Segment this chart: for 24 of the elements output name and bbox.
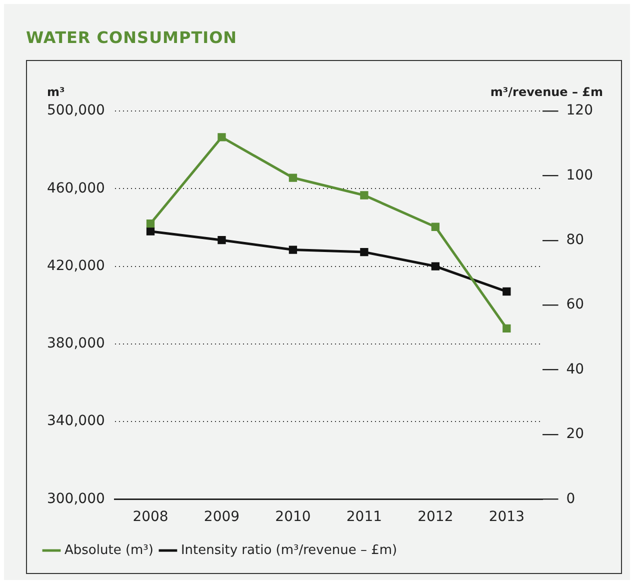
y2-axis-title: m³/revenue – £m — [490, 85, 603, 100]
y2-tick-label: 60 — [566, 296, 584, 313]
y-axis-title: m³ — [47, 85, 65, 100]
x-tick-label: 2010 — [275, 509, 311, 526]
x-tick-label: 2011 — [346, 509, 382, 526]
legend-label: Absolute (m³) — [64, 542, 154, 558]
y2-tick-label: 0 — [566, 490, 576, 507]
y2-tick-label: 80 — [566, 232, 584, 248]
y-tick-label: 460,000 — [46, 180, 105, 196]
x-tick-label: 2013 — [488, 509, 524, 526]
x-tick-label: 2012 — [418, 509, 454, 526]
x-tick-label: 2009 — [204, 509, 240, 526]
y-tick-label: 420,000 — [46, 258, 105, 274]
chart-title: WATER CONSUMPTION — [26, 28, 238, 47]
y-tick-label: 300,000 — [46, 490, 105, 507]
y2-tick-label: 20 — [566, 426, 584, 442]
legend-label: Intensity ratio (m³/revenue – £m) — [180, 542, 398, 558]
y2-tick-label: 100 — [566, 167, 594, 184]
x-tick-label: 2008 — [132, 509, 168, 526]
y2-tick-label: 40 — [566, 361, 584, 378]
y-tick-label: 500,000 — [46, 102, 105, 119]
y-tick-label: 340,000 — [46, 413, 105, 430]
y2-tick-label: 120 — [566, 102, 594, 119]
y-tick-label: 380,000 — [46, 336, 105, 352]
